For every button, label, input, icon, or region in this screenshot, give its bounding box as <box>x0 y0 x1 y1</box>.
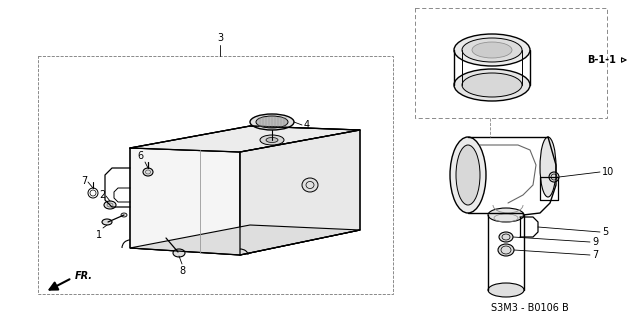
Text: B-1-1: B-1-1 <box>587 55 616 65</box>
Text: 6: 6 <box>138 151 144 161</box>
Ellipse shape <box>121 213 127 217</box>
Ellipse shape <box>454 34 530 66</box>
Ellipse shape <box>488 208 524 222</box>
Text: 10: 10 <box>602 167 614 177</box>
Text: 5: 5 <box>602 227 608 237</box>
Ellipse shape <box>104 201 116 209</box>
Bar <box>415 8 607 118</box>
Text: 7: 7 <box>592 250 598 260</box>
Ellipse shape <box>499 232 513 242</box>
Ellipse shape <box>472 42 512 58</box>
Text: 8: 8 <box>179 266 185 276</box>
Ellipse shape <box>462 73 522 97</box>
Ellipse shape <box>102 219 112 225</box>
Polygon shape <box>240 130 360 255</box>
Text: 7: 7 <box>81 176 87 186</box>
Text: 3: 3 <box>217 33 223 43</box>
Bar <box>38 56 393 294</box>
Polygon shape <box>130 126 360 152</box>
Ellipse shape <box>456 145 480 205</box>
Ellipse shape <box>498 244 514 256</box>
Text: 9: 9 <box>592 237 598 247</box>
Ellipse shape <box>540 137 556 197</box>
Text: 4: 4 <box>304 120 310 130</box>
Text: S3M3 - B0106 B: S3M3 - B0106 B <box>491 303 569 313</box>
Ellipse shape <box>256 116 288 128</box>
Ellipse shape <box>250 114 294 130</box>
Ellipse shape <box>266 137 278 143</box>
Ellipse shape <box>488 283 524 297</box>
Ellipse shape <box>549 172 559 182</box>
Ellipse shape <box>454 69 530 101</box>
Ellipse shape <box>462 38 522 62</box>
Ellipse shape <box>173 249 185 257</box>
Polygon shape <box>130 148 240 255</box>
Ellipse shape <box>302 178 318 192</box>
Ellipse shape <box>143 168 153 176</box>
Ellipse shape <box>450 137 486 213</box>
Text: 1: 1 <box>96 230 102 240</box>
Text: 2: 2 <box>99 190 105 200</box>
Text: FR.: FR. <box>75 271 93 281</box>
Polygon shape <box>130 225 360 255</box>
Ellipse shape <box>260 135 284 145</box>
